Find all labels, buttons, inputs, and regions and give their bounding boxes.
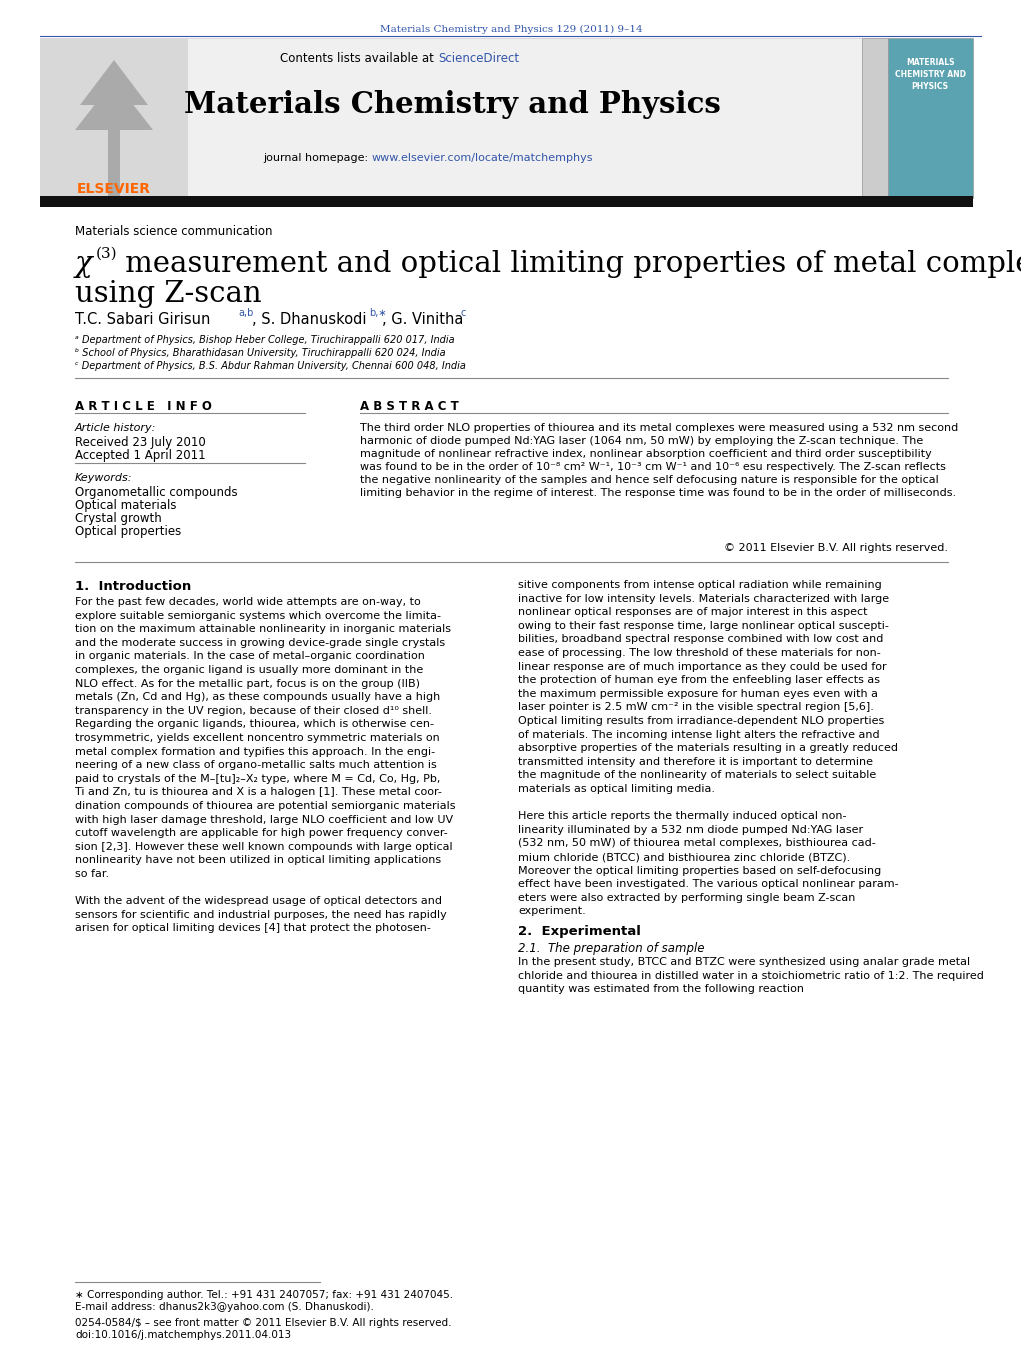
Text: A B S T R A C T: A B S T R A C T	[360, 400, 458, 413]
Text: Materials science communication: Materials science communication	[75, 226, 273, 238]
Bar	[888, 38, 973, 199]
Text: Accepted 1 April 2011: Accepted 1 April 2011	[75, 449, 205, 462]
Bar	[108, 130, 120, 199]
Text: For the past few decades, world wide attempts are on-way, to
explore suitable se: For the past few decades, world wide att…	[75, 597, 455, 934]
Text: Materials Chemistry and Physics 129 (2011) 9–14: Materials Chemistry and Physics 129 (201…	[380, 26, 642, 34]
Text: Optical materials: Optical materials	[75, 499, 177, 512]
Text: 2.1.  The preparation of sample: 2.1. The preparation of sample	[518, 942, 704, 955]
Text: Article history:: Article history:	[75, 423, 156, 434]
Text: c: c	[460, 308, 466, 317]
Text: Keywords:: Keywords:	[75, 473, 133, 484]
Text: harmonic of diode pumped Nd:YAG laser (1064 nm, 50 mW) by employing the Z-scan t: harmonic of diode pumped Nd:YAG laser (1…	[360, 436, 923, 446]
Text: measurement and optical limiting properties of metal complexes of thiourea: measurement and optical limiting propert…	[116, 250, 1021, 278]
Text: journal homepage:: journal homepage:	[263, 153, 372, 163]
Text: Optical properties: Optical properties	[75, 526, 182, 538]
Text: χ: χ	[75, 250, 93, 278]
Text: ∗ Corresponding author. Tel.: +91 431 2407057; fax: +91 431 2407045.: ∗ Corresponding author. Tel.: +91 431 24…	[75, 1290, 453, 1300]
Bar	[40, 38, 888, 199]
Text: magnitude of nonlinear refractive index, nonlinear absorption coefficient and th: magnitude of nonlinear refractive index,…	[360, 449, 932, 459]
Text: ᵃ Department of Physics, Bishop Heber College, Tiruchirappalli 620 017, India: ᵃ Department of Physics, Bishop Heber Co…	[75, 335, 454, 345]
Text: 0254-0584/$ – see front matter © 2011 Elsevier B.V. All rights reserved.: 0254-0584/$ – see front matter © 2011 El…	[75, 1319, 451, 1328]
Text: The third order NLO properties of thiourea and its metal complexes were measured: The third order NLO properties of thiour…	[360, 423, 959, 434]
Text: Received 23 July 2010: Received 23 July 2010	[75, 436, 206, 449]
Bar	[40, 196, 973, 207]
Text: Contents lists available at: Contents lists available at	[281, 51, 438, 65]
Text: doi:10.1016/j.matchemphys.2011.04.013: doi:10.1016/j.matchemphys.2011.04.013	[75, 1329, 291, 1340]
Bar	[862, 38, 888, 199]
Text: was found to be in the order of 10⁻⁸ cm² W⁻¹, 10⁻³ cm W⁻¹ and 10⁻⁶ esu respectiv: was found to be in the order of 10⁻⁸ cm²…	[360, 462, 945, 471]
Text: , G. Vinitha: , G. Vinitha	[382, 312, 464, 327]
Text: In the present study, BTCC and BTZC were synthesized using analar grade metal
ch: In the present study, BTCC and BTZC were…	[518, 957, 984, 994]
Text: T.C. Sabari Girisun: T.C. Sabari Girisun	[75, 312, 210, 327]
Text: ScienceDirect: ScienceDirect	[438, 51, 519, 65]
Text: 2.  Experimental: 2. Experimental	[518, 925, 641, 938]
Text: Organometallic compounds: Organometallic compounds	[75, 486, 238, 499]
Text: A R T I C L E   I N F O: A R T I C L E I N F O	[75, 400, 212, 413]
Text: © 2011 Elsevier B.V. All rights reserved.: © 2011 Elsevier B.V. All rights reserved…	[724, 543, 949, 553]
Text: www.elsevier.com/locate/matchemphys: www.elsevier.com/locate/matchemphys	[372, 153, 593, 163]
Polygon shape	[80, 59, 148, 105]
Text: MATERIALS
CHEMISTRY AND
PHYSICS: MATERIALS CHEMISTRY AND PHYSICS	[894, 58, 966, 91]
Text: the negative nonlinearity of the samples and hence self defocusing nature is res: the negative nonlinearity of the samples…	[360, 476, 938, 485]
Text: ᶜ Department of Physics, B.S. Abdur Rahman University, Chennai 600 048, India: ᶜ Department of Physics, B.S. Abdur Rahm…	[75, 361, 466, 372]
Text: a,b: a,b	[238, 308, 253, 317]
Text: ELSEVIER: ELSEVIER	[77, 182, 151, 196]
Text: E-mail address: dhanus2k3@yahoo.com (S. Dhanuskodi).: E-mail address: dhanus2k3@yahoo.com (S. …	[75, 1302, 374, 1312]
Text: (3): (3)	[96, 247, 117, 261]
Text: using Z-scan: using Z-scan	[75, 280, 261, 308]
Text: 1.  Introduction: 1. Introduction	[75, 580, 191, 593]
Text: Materials Chemistry and Physics: Materials Chemistry and Physics	[184, 91, 721, 119]
Polygon shape	[75, 80, 153, 130]
Text: b,∗: b,∗	[369, 308, 387, 317]
Text: sitive components from intense optical radiation while remaining
inactive for lo: sitive components from intense optical r…	[518, 580, 898, 916]
Bar	[40, 38, 188, 199]
Text: limiting behavior in the regime of interest. The response time was found to be i: limiting behavior in the regime of inter…	[360, 488, 956, 499]
Text: ᵇ School of Physics, Bharathidasan University, Tiruchirappalli 620 024, India: ᵇ School of Physics, Bharathidasan Unive…	[75, 349, 445, 358]
Text: , S. Dhanuskodi: , S. Dhanuskodi	[252, 312, 367, 327]
Text: Crystal growth: Crystal growth	[75, 512, 161, 526]
